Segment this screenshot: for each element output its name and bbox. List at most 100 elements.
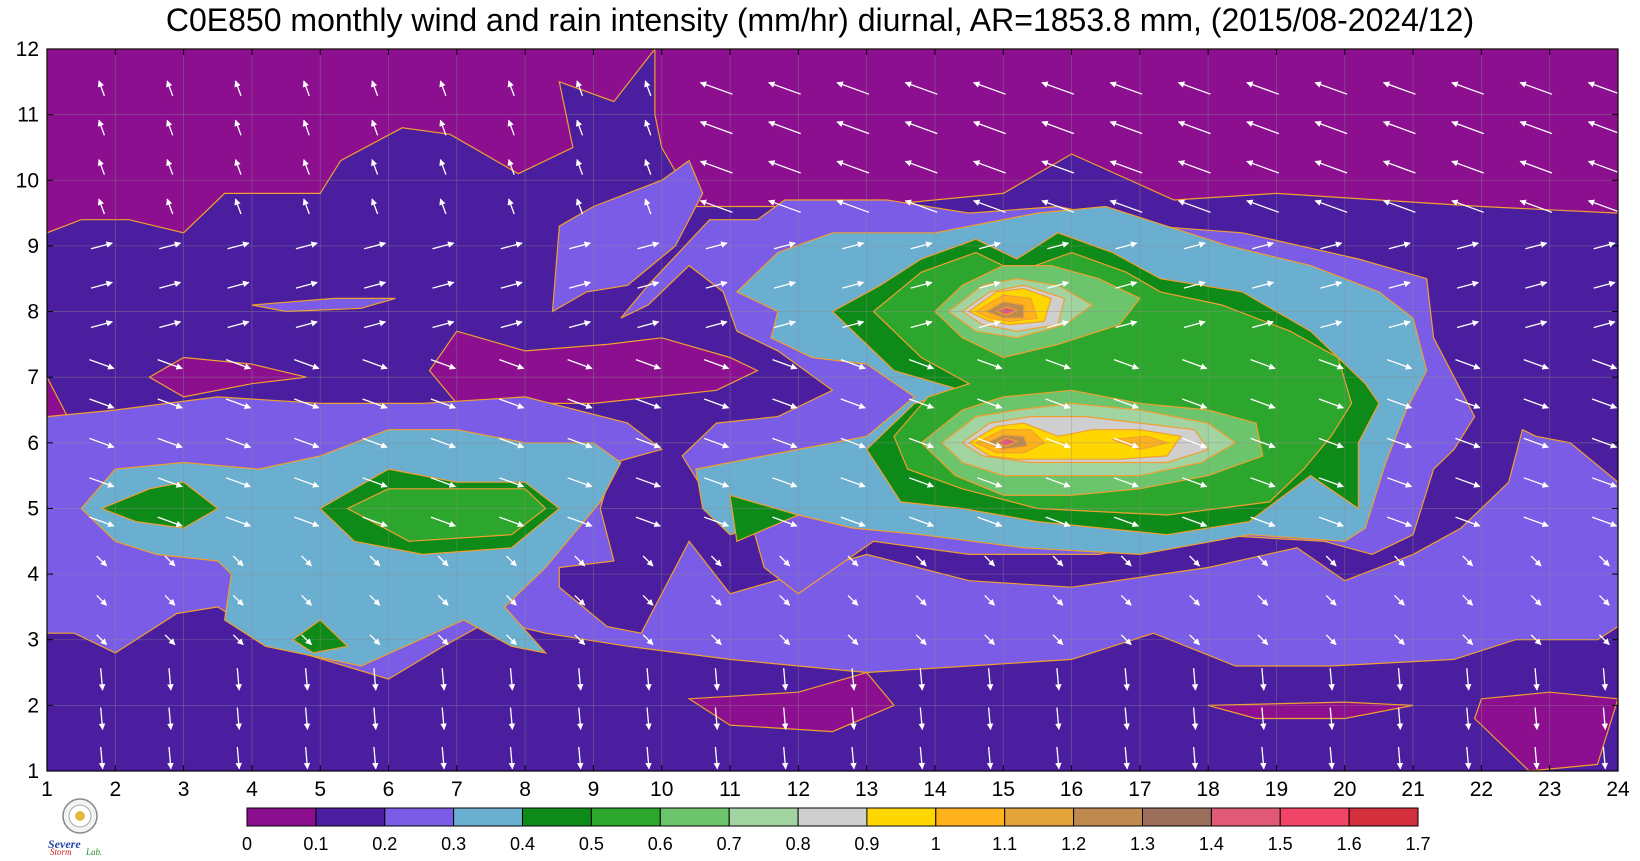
wind-arrow <box>1525 280 1548 289</box>
wind-arrow <box>225 398 252 409</box>
wind-arrow <box>840 358 866 370</box>
wind-arrow <box>500 320 523 329</box>
wind-arrow <box>910 320 933 329</box>
wind-arrow <box>1598 555 1610 567</box>
wind-arrow <box>836 81 870 95</box>
wind-arrow <box>1382 160 1416 174</box>
wind-arrow <box>1456 320 1480 329</box>
wind-arrow <box>439 119 447 136</box>
wind-arrow <box>1519 199 1553 213</box>
wind-arrow <box>850 746 857 770</box>
wind-arrow <box>1250 398 1276 409</box>
svg-text:Storm: Storm <box>50 847 72 856</box>
low-rain-south <box>687 671 895 733</box>
wind-arrow <box>164 555 176 567</box>
wind-arrow <box>1451 81 1484 95</box>
rain-contours <box>47 49 1618 771</box>
wind-arrow <box>1325 594 1337 606</box>
wind-arrow <box>713 746 721 770</box>
wind-arrow <box>302 119 310 136</box>
plot-frame <box>46 48 1619 772</box>
wind-arrow <box>1519 160 1553 174</box>
colorbar-swatch <box>935 807 1006 827</box>
wind-arrow <box>710 634 722 646</box>
colorbar-swatch <box>1279 807 1350 827</box>
wind-arrow <box>167 707 174 731</box>
wind-arrow <box>499 437 525 449</box>
wind-arrow <box>90 320 113 329</box>
wind-arrow <box>225 358 252 370</box>
wind-arrow <box>1462 555 1474 567</box>
wind-arrow <box>1252 241 1275 250</box>
wind-arrow <box>576 707 584 731</box>
wind-arrow <box>779 634 791 646</box>
wind-arrow <box>371 80 379 97</box>
wind-arrow <box>1593 280 1616 289</box>
wind-arrow <box>507 198 515 215</box>
wind-arrow <box>910 241 933 250</box>
x-axis: 1 2 3 4 5 6 7 8 9 10 11 12 13 14 15 16 17 18 19 20 21 22 23 24 <box>41 49 1630 801</box>
wind-arrow <box>1328 668 1335 691</box>
wind-arrow <box>96 594 108 606</box>
wind-arrow <box>705 320 728 329</box>
wind-arrow <box>840 516 866 528</box>
wind-arrow <box>1523 358 1549 370</box>
y-tick-label: 9 <box>27 235 39 258</box>
wind-arrow <box>1530 634 1542 646</box>
wind-arrow <box>1052 634 1064 646</box>
wind-arrow <box>164 634 176 646</box>
wind-arrow <box>1394 634 1405 646</box>
x-tick-label: 7 <box>451 778 463 801</box>
wind-arrow <box>232 555 244 567</box>
x-tick-label: 19 <box>1265 778 1288 801</box>
wind-arrow <box>1246 160 1280 174</box>
colorbar-swatch <box>659 807 730 827</box>
rain-11-lower-east <box>1112 435 1170 451</box>
wind-arrow <box>984 594 995 606</box>
colorbar-label: 1.7 <box>1405 834 1430 854</box>
wind-arrow <box>779 594 791 606</box>
wind-arrow <box>1320 320 1343 329</box>
wind-arrow <box>508 668 516 691</box>
wind-arrow <box>908 398 935 409</box>
wind-arrow <box>234 198 242 215</box>
wind-arrow <box>507 80 515 97</box>
wind-arrow <box>437 594 449 606</box>
wind-arrow <box>635 516 661 528</box>
chart-title: C0E850 monthly wind and rain intensity (… <box>165 2 1475 38</box>
wind-arrow <box>1598 634 1610 646</box>
wind-arrow <box>1113 477 1140 488</box>
wind-arrow <box>781 668 789 691</box>
wind-arrow <box>1464 746 1472 770</box>
wind-arrow <box>773 280 796 289</box>
wind-arrow <box>1045 516 1071 528</box>
wind-arrow <box>1189 555 1200 567</box>
wind-arrow <box>1246 199 1280 213</box>
wind-arrow <box>227 241 250 250</box>
wind-arrow <box>499 477 525 488</box>
wind-arrow <box>1189 594 1200 606</box>
wind-arrow <box>699 120 733 135</box>
wind-arrow <box>294 477 320 488</box>
wind-arrow <box>167 668 174 691</box>
wind-arrow <box>1182 398 1208 409</box>
wind-arrow <box>232 594 244 606</box>
wind-arrow <box>1386 358 1413 370</box>
colorbar-swatch <box>590 807 661 827</box>
wind-arrow <box>1386 398 1413 409</box>
wind-arrow <box>972 120 1006 135</box>
wind-arrow <box>977 516 1003 528</box>
wind-arrow <box>574 555 586 567</box>
wind-arrow <box>642 555 654 567</box>
wind-arrow <box>232 634 244 646</box>
wind-arrow <box>1182 516 1208 528</box>
colorbar-label: 0.9 <box>854 834 879 854</box>
wind-arrow <box>362 358 388 370</box>
wind-arrow <box>97 119 106 136</box>
y-tick-label: 5 <box>27 497 39 520</box>
wind-arrow <box>1246 120 1280 135</box>
wind-arrow <box>167 746 174 770</box>
wind-arrow <box>440 668 447 691</box>
x-tick-label: 14 <box>923 778 947 801</box>
wind-arrow <box>1260 668 1267 691</box>
